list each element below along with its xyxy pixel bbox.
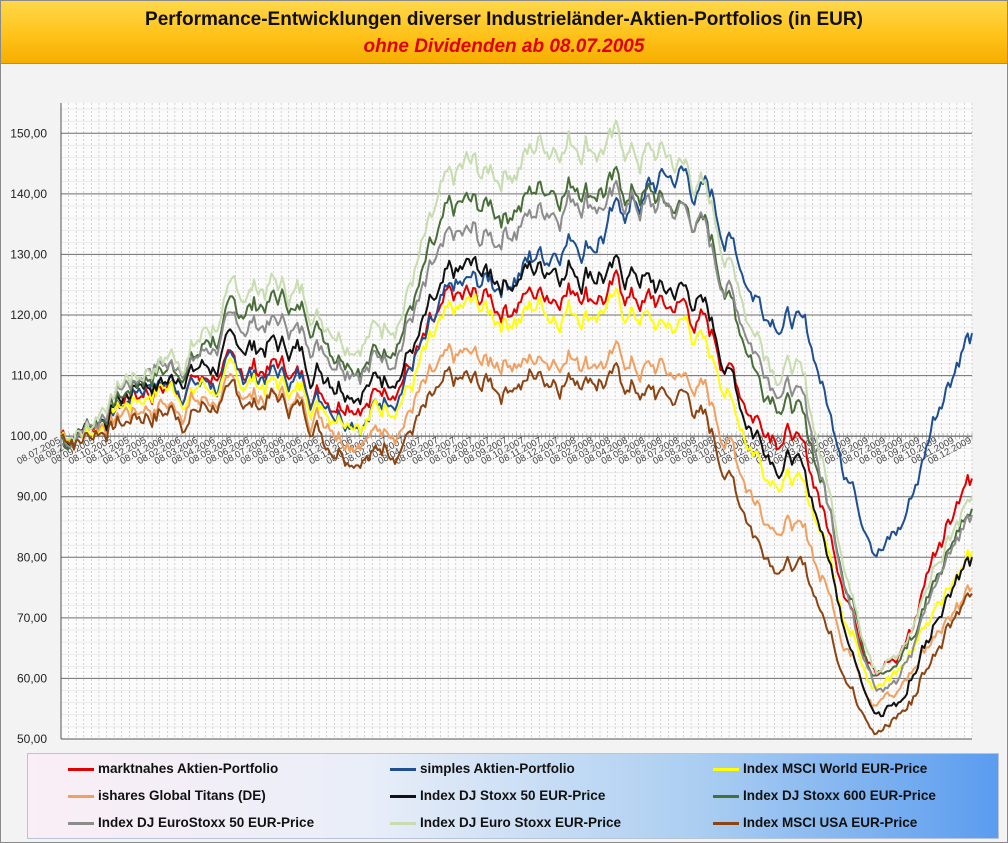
legend-swatch	[390, 768, 416, 771]
chart-title: Performance-Entwicklungen diverser Indus…	[145, 9, 863, 30]
chart-legend: marktnahes Aktien-Portfolio simples Aktie…	[27, 753, 999, 839]
chart-header: Performance-Entwicklungen diverser Indus…	[1, 1, 1007, 64]
legend-swatch	[713, 768, 739, 771]
series-line	[60, 269, 973, 677]
legend-swatch	[68, 822, 94, 825]
legend-label: Index DJ Euro Stoxx EUR-Price	[420, 815, 622, 830]
legend-label: ishares Global Titans (DE)	[98, 788, 266, 803]
y-tick-label: 50,00	[17, 732, 47, 746]
y-tick-label: 70,00	[17, 611, 47, 625]
legend-swatch	[390, 822, 416, 825]
y-tick-label: 150,00	[10, 126, 47, 140]
legend-label: Index DJ Stoxx 50 EUR-Price	[420, 788, 606, 803]
legend-swatch	[713, 795, 739, 798]
legend-label: Index MSCI World EUR-Price	[743, 761, 928, 776]
legend-label: Index DJ EuroStoxx 50 EUR-Price	[98, 815, 315, 830]
legend-swatch	[390, 795, 416, 798]
y-tick-label: 60,00	[17, 671, 47, 685]
legend-label: marktnahes Aktien-Portfolio	[98, 761, 279, 776]
legend-label: simples Aktien-Portfolio	[420, 761, 575, 776]
series-line	[60, 362, 973, 736]
series-line	[60, 180, 973, 693]
y-tick-label: 140,00	[10, 187, 47, 201]
legend-label: Index DJ Stoxx 600 EUR-Price	[743, 788, 936, 803]
y-tick-label: 100,00	[10, 429, 47, 443]
chart-plot-svg: 50,00 60,00 70,00 80,00 90,00 100,00 110,00 120…	[10, 103, 973, 746]
y-tick-label: 90,00	[17, 490, 47, 504]
series-line	[60, 165, 973, 677]
legend-label: Index MSCI USA EUR-Price	[743, 815, 918, 830]
legend-swatch	[68, 795, 94, 798]
y-tick-label: 130,00	[10, 247, 47, 261]
y-tick-label: 120,00	[10, 308, 47, 322]
y-tick-label: 110,00	[11, 369, 47, 383]
series-line	[60, 340, 973, 708]
y-tick-label: 80,00	[17, 550, 47, 564]
legend-swatch	[68, 768, 94, 771]
series-line	[60, 254, 973, 718]
series-line	[60, 287, 973, 690]
series-line	[60, 119, 973, 675]
chart-subtitle: ohne Dividenden ab 08.07.2005	[363, 36, 645, 57]
legend-swatch	[713, 822, 739, 825]
